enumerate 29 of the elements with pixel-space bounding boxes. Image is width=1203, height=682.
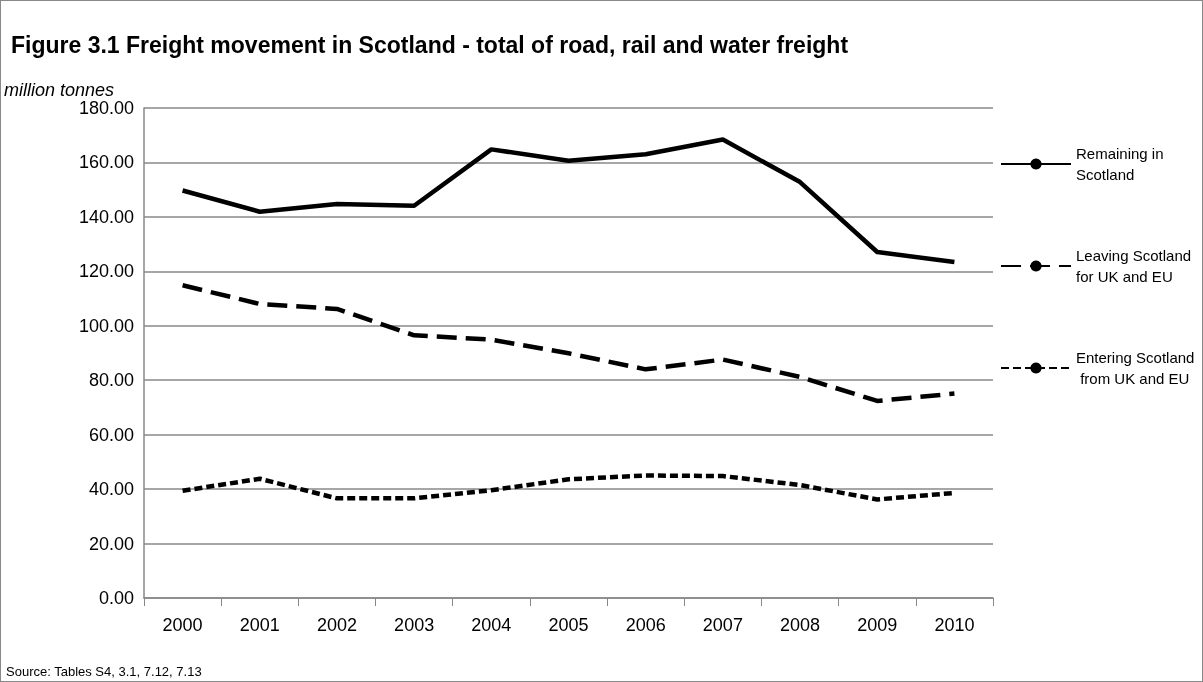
legend-label: Remaining in Scotland <box>1076 145 1168 183</box>
x-tick-label: 2003 <box>394 615 435 635</box>
y-tick-label: 20.00 <box>88 533 134 554</box>
x-tick-label: 2000 <box>162 615 203 635</box>
y-axis-title: million tonnes <box>4 80 115 101</box>
x-tick-label: 2005 <box>548 615 589 635</box>
x-tick-label: 2002 <box>316 615 357 635</box>
chart-title: Figure 3.1 Freight movement in Scotland - total of road, rail and water freight <box>11 31 849 58</box>
y-tick-label: 80.00 <box>88 370 134 391</box>
x-tick-label: 2010 <box>934 615 975 635</box>
legend-label: Entering Scotland from UK and EU <box>1076 349 1195 387</box>
x-tick-label: 2001 <box>239 615 280 635</box>
legend-label: Leaving Scotland for UK and EU <box>1076 247 1196 285</box>
x-tick-label: 2006 <box>625 615 666 635</box>
x-tick-label: 2007 <box>702 615 743 635</box>
y-tick-label: 100.00 <box>78 315 134 336</box>
y-tick-label: 160.00 <box>78 152 134 173</box>
y-tick-label: 140.00 <box>78 206 134 227</box>
x-tick-label: 2008 <box>780 615 821 635</box>
y-tick-label: 40.00 <box>88 479 134 500</box>
source-note: Source: Tables S4, 3.1, 7.12, 7.13 <box>6 664 202 679</box>
y-tick-label: 0.00 <box>98 588 134 608</box>
x-tick-label: 2009 <box>857 615 898 635</box>
y-tick-label: 60.00 <box>88 424 134 445</box>
x-tick-label: 2004 <box>471 615 512 635</box>
y-tick-label: 120.00 <box>78 261 134 282</box>
y-tick-label: 180.00 <box>78 98 134 118</box>
line-series <box>180 137 957 265</box>
line-series <box>180 282 957 404</box>
